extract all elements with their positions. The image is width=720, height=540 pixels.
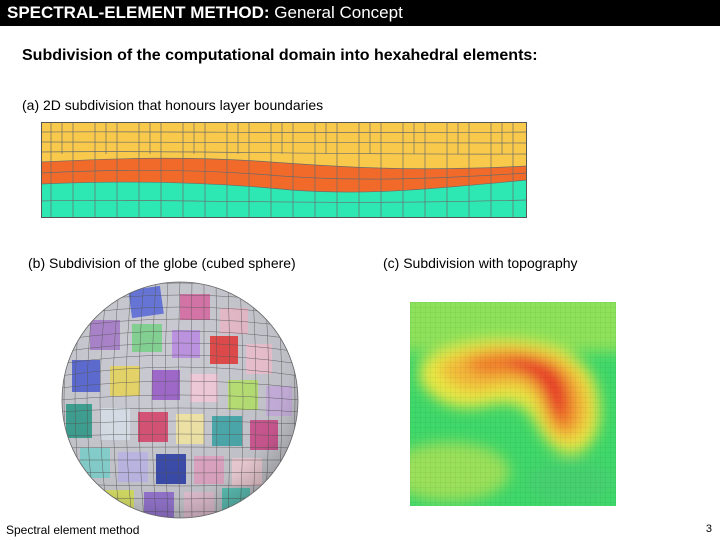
footer-label: Spectral element method <box>6 523 140 537</box>
figure-c-caption: (c) Subdivision with topography <box>383 255 578 271</box>
topography-mesh-figure <box>410 302 616 506</box>
page-number: 3 <box>705 523 712 535</box>
figure-b-caption: (b) Subdivision of the globe (cubed sphe… <box>28 255 296 271</box>
layered-mesh-figure <box>41 122 527 218</box>
figure-a-caption: (a) 2D subdivision that honours layer bo… <box>22 97 324 113</box>
slide-title: SPECTRAL-ELEMENT METHOD: General Concept <box>0 0 720 26</box>
bottom-layer <box>41 180 527 218</box>
cubed-sphere-figure <box>61 281 299 519</box>
slide-title-bold: SPECTRAL-ELEMENT METHOD: <box>7 3 270 22</box>
slide-subtitle: Subdivision of the computational domain … <box>22 47 538 64</box>
slide-title-rest: General Concept <box>269 3 403 22</box>
mesh-grid-lines <box>41 122 527 218</box>
